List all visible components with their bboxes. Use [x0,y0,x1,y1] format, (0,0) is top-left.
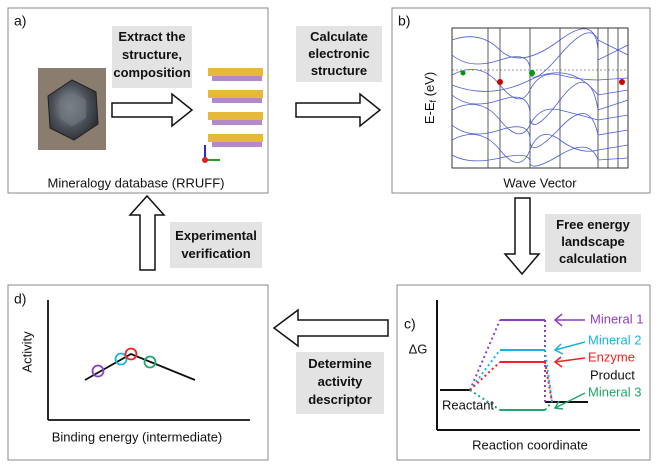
level-label: Mineral 1 [590,311,643,326]
mineral-photo [38,68,106,150]
level-label: Mineral 3 [588,384,641,399]
panel-label: d) [14,291,26,307]
arrow [296,94,380,126]
arrow [505,198,539,274]
axis-label: Reaction coordinate [472,437,588,452]
axis-label: ΔG [409,341,428,356]
arrow [130,196,164,270]
axis-label: Binding energy (intermediate) [52,429,223,444]
axis-label: Wave Vector [503,175,577,190]
workflow-diagram: a) Mineralogy database (RRUFF) Extract t… [0,0,657,465]
level-label: Enzyme [588,349,635,364]
axis-label: E-Ef (eV) [422,72,438,124]
level-label: Mineral 2 [588,332,641,347]
arrow [274,310,388,346]
panel-label: a) [14,13,26,29]
panel-label: c) [404,316,416,332]
level-label: Product [590,367,635,382]
panel-label: b) [398,13,410,29]
axis-label: Activity [19,331,34,373]
caption: Mineralogy database (RRUFF) [47,175,224,190]
level-label: Reactant [442,397,494,412]
